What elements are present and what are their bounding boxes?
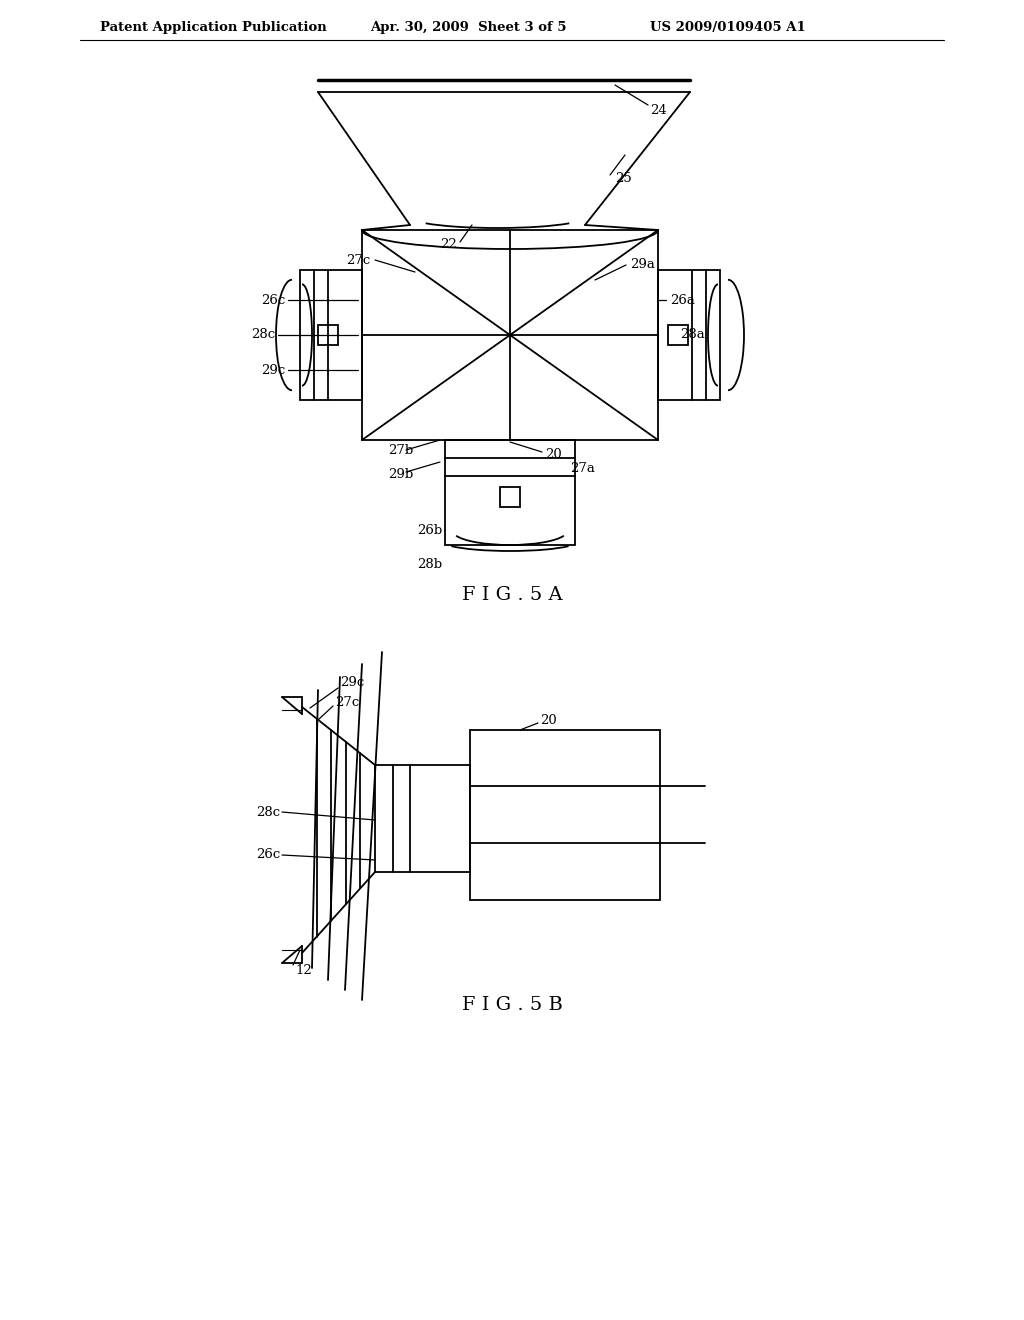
Bar — [445, 440, 575, 545]
Bar — [668, 325, 688, 345]
Text: 26c: 26c — [256, 849, 280, 862]
Bar — [375, 766, 470, 873]
Text: F I G . 5 A: F I G . 5 A — [462, 586, 562, 605]
Text: 27c: 27c — [346, 253, 370, 267]
Text: 24: 24 — [650, 103, 667, 116]
Text: 28b: 28b — [418, 558, 442, 572]
Text: 27a: 27a — [570, 462, 595, 474]
Bar — [500, 487, 520, 507]
Text: 28a: 28a — [680, 329, 705, 342]
Text: 29b: 29b — [388, 469, 414, 482]
Text: 26a: 26a — [670, 293, 695, 306]
Bar — [470, 730, 660, 900]
Text: 27b: 27b — [388, 444, 414, 457]
Text: 22: 22 — [440, 239, 457, 252]
Text: US 2009/0109405 A1: US 2009/0109405 A1 — [650, 21, 806, 33]
Bar — [318, 325, 338, 345]
Bar — [658, 271, 720, 400]
Text: 20: 20 — [545, 449, 562, 462]
Text: 29c: 29c — [340, 676, 365, 689]
Text: 20: 20 — [540, 714, 557, 726]
Text: 29a: 29a — [630, 259, 655, 272]
Text: 28c: 28c — [256, 805, 280, 818]
Text: F I G . 5 B: F I G . 5 B — [462, 997, 562, 1014]
Text: 29c: 29c — [261, 363, 285, 376]
Text: 26b: 26b — [418, 524, 442, 536]
Text: Apr. 30, 2009  Sheet 3 of 5: Apr. 30, 2009 Sheet 3 of 5 — [370, 21, 566, 33]
Text: 25: 25 — [615, 172, 632, 185]
Text: 28c: 28c — [251, 329, 275, 342]
Text: 27c: 27c — [335, 696, 359, 709]
Text: 12: 12 — [295, 964, 311, 977]
Bar — [362, 230, 658, 440]
Text: Patent Application Publication: Patent Application Publication — [100, 21, 327, 33]
Bar — [300, 271, 362, 400]
Text: 26c: 26c — [261, 293, 285, 306]
